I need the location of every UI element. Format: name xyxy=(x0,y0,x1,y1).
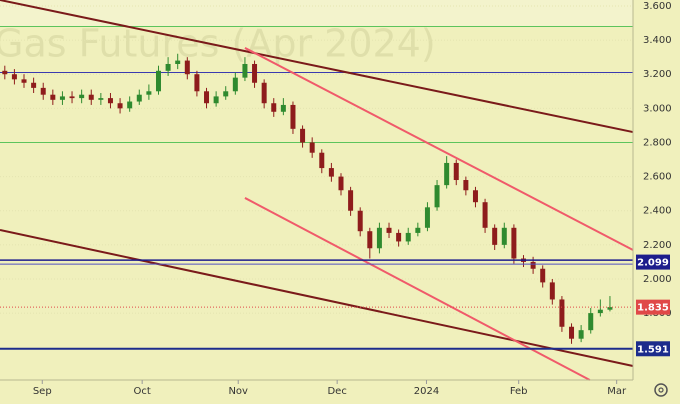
candle-body xyxy=(252,63,258,83)
candle-body xyxy=(232,77,238,92)
candle-body xyxy=(213,96,219,104)
candle-body xyxy=(348,190,354,211)
y-tick-label: 2.800 xyxy=(643,137,672,148)
y-tick-label: 3.400 xyxy=(643,35,672,46)
candle-body xyxy=(367,231,373,249)
candle-body xyxy=(540,268,546,283)
candle-body xyxy=(79,94,85,99)
level-label-box xyxy=(636,299,670,315)
candle-body xyxy=(300,128,306,143)
candle-body xyxy=(40,87,46,95)
candle-body xyxy=(88,94,94,100)
candle-body xyxy=(501,227,507,245)
candle-body xyxy=(155,70,161,92)
candle-body xyxy=(338,176,344,191)
candle-body xyxy=(117,103,123,109)
trend-line xyxy=(0,229,634,367)
trend-line xyxy=(244,47,634,251)
candle-body xyxy=(98,98,104,100)
y-tick-label: 2.400 xyxy=(643,206,672,217)
candle-body xyxy=(453,162,459,181)
candle-body xyxy=(69,96,75,99)
plot-area: Gas Futures (Apr 2024) xyxy=(0,0,634,381)
candle-body xyxy=(11,74,17,80)
candle-body xyxy=(31,82,37,88)
candle-body xyxy=(578,330,584,339)
candle-body xyxy=(405,232,411,242)
candle-body xyxy=(472,190,478,203)
candle-body xyxy=(434,185,440,208)
candle-body xyxy=(511,227,517,259)
level-label: 1.835 xyxy=(637,303,669,314)
y-tick-label: 2.600 xyxy=(643,172,672,183)
candle-body xyxy=(146,91,152,95)
candle-body xyxy=(59,96,65,100)
candle-body xyxy=(184,60,190,75)
x-tick-label: 2024 xyxy=(414,386,439,397)
candle-body xyxy=(415,227,421,233)
trend-line xyxy=(0,0,634,134)
level-label: 1.591 xyxy=(637,344,669,355)
candle-body xyxy=(107,98,113,104)
candle-body xyxy=(559,299,565,327)
settings-icon[interactable] xyxy=(654,383,668,397)
candle-body xyxy=(597,309,603,314)
x-tick-label: Mar xyxy=(607,386,627,397)
candle-body xyxy=(424,207,430,228)
x-tick-label: Oct xyxy=(134,386,151,397)
candle-body xyxy=(607,307,613,310)
candle-body xyxy=(280,104,286,112)
candle-body xyxy=(569,326,575,339)
y-tick-label: 2.200 xyxy=(643,240,672,251)
candle-body xyxy=(463,180,469,191)
candle-body xyxy=(444,162,450,186)
candle-body xyxy=(223,91,229,97)
candle-body xyxy=(242,63,248,78)
candle-body xyxy=(328,168,334,177)
candle-body xyxy=(386,227,392,233)
candle-body xyxy=(194,74,200,92)
y-tick-label: 3.000 xyxy=(643,103,672,114)
candle-body xyxy=(396,232,402,242)
candle-body xyxy=(319,152,325,169)
candle-body xyxy=(290,104,296,129)
candle-body xyxy=(271,103,277,112)
candle-body xyxy=(165,63,171,71)
candle-body xyxy=(261,82,267,104)
candle-body xyxy=(2,70,8,75)
candle-body xyxy=(357,210,363,232)
y-tick-label: 3.600 xyxy=(643,1,672,12)
candle-body xyxy=(376,227,382,249)
x-tick-label: Sep xyxy=(33,386,52,397)
candle-body xyxy=(175,60,181,64)
x-tick-label: Feb xyxy=(510,386,528,397)
chart-title: Gas Futures (Apr 2024) xyxy=(0,22,436,66)
candle-body xyxy=(127,101,133,109)
candle-body xyxy=(492,227,498,245)
x-tick-label: Nov xyxy=(228,386,248,397)
candle-body xyxy=(50,94,56,100)
y-tick-label: 2.000 xyxy=(643,274,672,285)
candle-body xyxy=(588,313,594,331)
candle-body xyxy=(21,79,27,83)
candle-body xyxy=(309,142,315,153)
level-label-box xyxy=(636,341,670,357)
candle-body xyxy=(549,282,555,300)
candle-body xyxy=(204,91,210,104)
candle-body xyxy=(482,202,488,228)
level-label-box xyxy=(636,254,670,270)
x-tick-label: Dec xyxy=(327,386,346,397)
y-tick-label: 3.200 xyxy=(643,69,672,80)
candle-body xyxy=(136,94,142,102)
candle-body xyxy=(530,261,536,269)
level-label: 2.099 xyxy=(637,258,669,269)
